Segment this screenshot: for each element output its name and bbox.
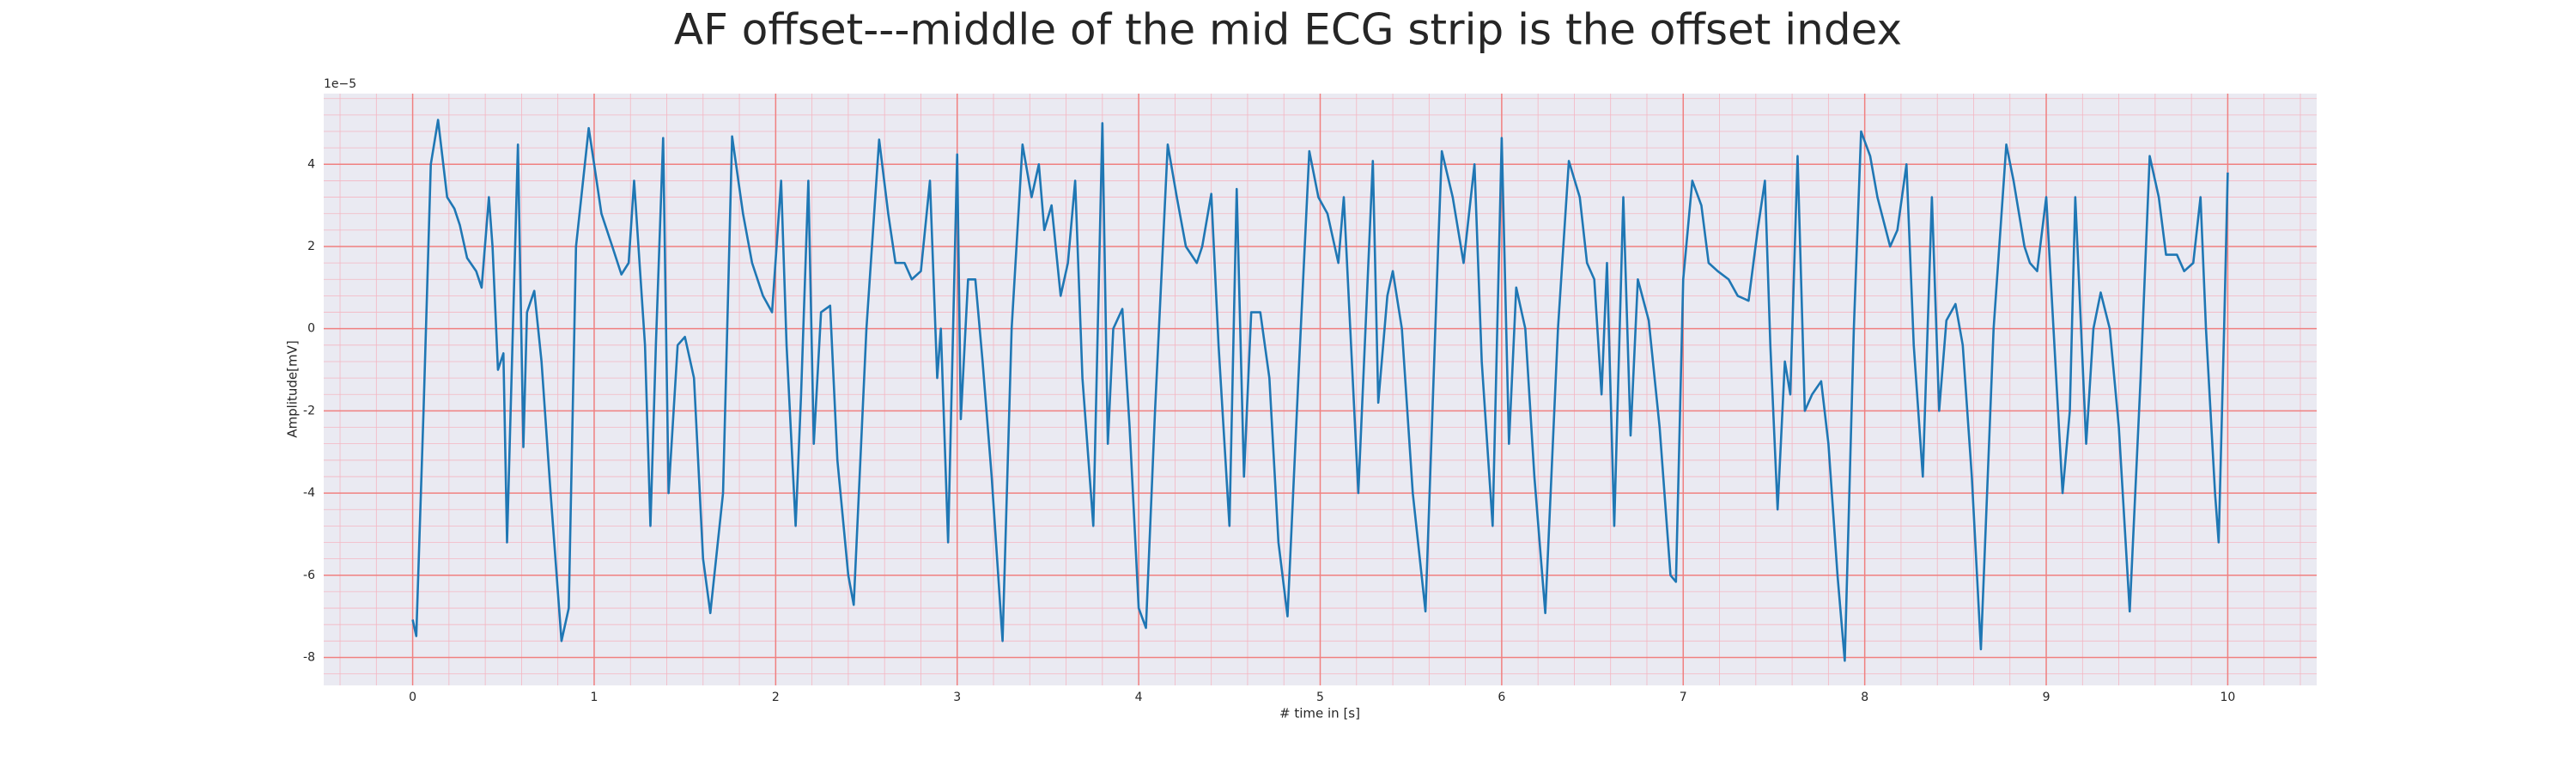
ticks: 0 1 2 3 4 5 6 7 8 9 10 -8 -6 -4 -2 0 2 4 <box>303 157 2235 704</box>
y-offset-label: 1e−5 <box>324 77 356 91</box>
x-tick-label: 6 <box>1498 691 1505 704</box>
marks <box>411 119 2229 662</box>
x-tick-label: 2 <box>772 691 780 704</box>
y-tick-label: 4 <box>307 157 315 171</box>
y-axis-label: Amplitude[mV] <box>285 340 301 437</box>
x-tick-label: 0 <box>409 691 416 704</box>
x-tick-label: 4 <box>1135 691 1143 704</box>
x-tick-label: 8 <box>1861 691 1868 704</box>
y-tick-label: 2 <box>307 240 315 253</box>
y-tick-label: -8 <box>303 650 315 664</box>
y-tick-label: -4 <box>303 486 315 500</box>
ecg-line <box>411 119 2229 662</box>
x-tick-label: 5 <box>1316 691 1324 704</box>
y-tick-label: -2 <box>303 404 315 417</box>
y-tick-label: -6 <box>303 569 315 582</box>
x-tick-label: 9 <box>2043 691 2050 704</box>
x-axis-label: # time in [s] <box>1279 706 1360 721</box>
chart-title: AF offset---middle of the mid ECG strip … <box>674 5 1902 55</box>
x-tick-label: 1 <box>591 691 598 704</box>
x-tick-label: 10 <box>2221 691 2236 704</box>
x-tick-label: 7 <box>1680 691 1687 704</box>
y-tick-label: 0 <box>307 322 315 336</box>
x-tick-label: 3 <box>953 691 961 704</box>
